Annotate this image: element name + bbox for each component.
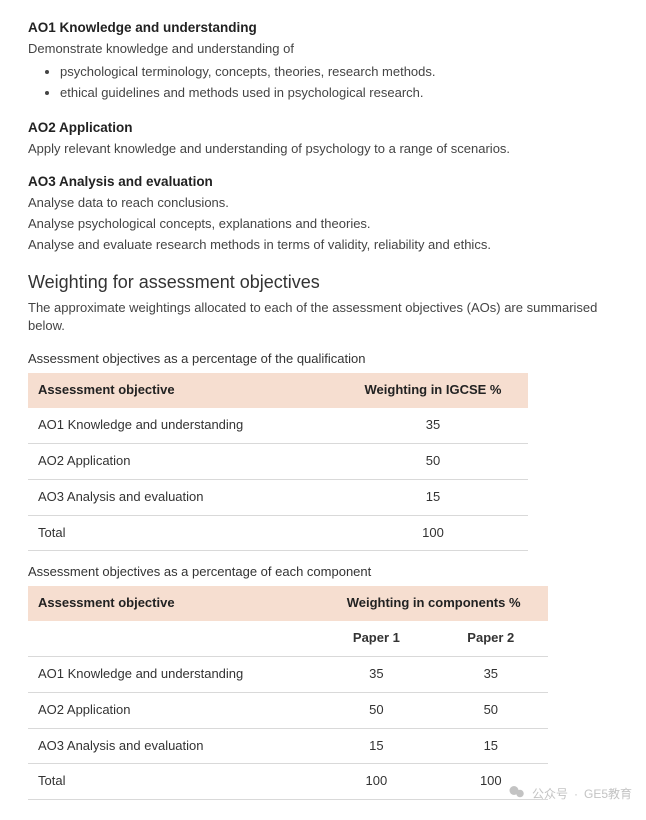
paper1-value: 35 bbox=[319, 656, 433, 692]
total-label: Total bbox=[28, 515, 338, 551]
table1-title: Assessment objectives as a percentage of… bbox=[28, 350, 618, 369]
ao1-section: AO1 Knowledge and understanding Demonstr… bbox=[28, 18, 618, 104]
watermark-sep: · bbox=[574, 786, 578, 803]
ao-label: AO2 Application bbox=[28, 692, 319, 728]
ao3-title: AO3 Analysis and evaluation bbox=[28, 172, 618, 192]
table-row: AO3 Analysis and evaluation 15 bbox=[28, 479, 528, 515]
watermark-name: GE5教育 bbox=[584, 786, 632, 803]
paper1-value: 50 bbox=[319, 692, 433, 728]
ao-label: AO3 Analysis and evaluation bbox=[28, 728, 319, 764]
table1-col2: Weighting in IGCSE % bbox=[338, 373, 528, 408]
empty-cell bbox=[28, 621, 319, 656]
qualification-table: Assessment objective Weighting in IGCSE … bbox=[28, 373, 528, 551]
paper2-value: 15 bbox=[434, 728, 548, 764]
ao1-title: AO1 Knowledge and understanding bbox=[28, 18, 618, 38]
ao3-section: AO3 Analysis and evaluation Analyse data… bbox=[28, 172, 618, 254]
total-paper2: 100 bbox=[434, 764, 548, 800]
ao1-lead: Demonstrate knowledge and understanding … bbox=[28, 40, 618, 59]
table-row: AO1 Knowledge and understanding 35 bbox=[28, 408, 528, 443]
ao1-bullet: ethical guidelines and methods used in p… bbox=[60, 83, 618, 104]
ao-value: 50 bbox=[338, 443, 528, 479]
ao2-section: AO2 Application Apply relevant knowledge… bbox=[28, 118, 618, 158]
table-row: AO3 Analysis and evaluation 15 15 bbox=[28, 728, 548, 764]
ao-label: AO2 Application bbox=[28, 443, 338, 479]
table-header-row: Assessment objective Weighting in compon… bbox=[28, 586, 548, 621]
paper1-header: Paper 1 bbox=[319, 621, 433, 656]
ao1-bullets: psychological terminology, concepts, the… bbox=[28, 62, 618, 104]
ao3-line: Analyse psychological concepts, explanat… bbox=[28, 215, 618, 234]
table-total-row: Total 100 100 bbox=[28, 764, 548, 800]
ao1-bullet: psychological terminology, concepts, the… bbox=[60, 62, 618, 83]
total-value: 100 bbox=[338, 515, 528, 551]
table-total-row: Total 100 bbox=[28, 515, 528, 551]
ao-value: 15 bbox=[338, 479, 528, 515]
ao-label: AO3 Analysis and evaluation bbox=[28, 479, 338, 515]
ao2-title: AO2 Application bbox=[28, 118, 618, 138]
table-header-row: Assessment objective Weighting in IGCSE … bbox=[28, 373, 528, 408]
total-paper1: 100 bbox=[319, 764, 433, 800]
paper1-value: 15 bbox=[319, 728, 433, 764]
paper2-value: 35 bbox=[434, 656, 548, 692]
table-subheader-row: Paper 1 Paper 2 bbox=[28, 621, 548, 656]
weighting-intro: The approximate weightings allocated to … bbox=[28, 299, 618, 337]
ao3-line: Analyse data to reach conclusions. bbox=[28, 194, 618, 213]
paper2-header: Paper 2 bbox=[434, 621, 548, 656]
ao-label: AO1 Knowledge and understanding bbox=[28, 408, 338, 443]
table-row: AO2 Application 50 bbox=[28, 443, 528, 479]
table2-col1: Assessment objective bbox=[28, 586, 319, 621]
ao3-line: Analyse and evaluate research methods in… bbox=[28, 236, 618, 255]
paper2-value: 50 bbox=[434, 692, 548, 728]
table2-title: Assessment objectives as a percentage of… bbox=[28, 563, 618, 582]
weighting-heading: Weighting for assessment objectives bbox=[28, 269, 618, 295]
ao2-line: Apply relevant knowledge and understandi… bbox=[28, 140, 618, 159]
table-row: AO2 Application 50 50 bbox=[28, 692, 548, 728]
ao-value: 35 bbox=[338, 408, 528, 443]
table-row: AO1 Knowledge and understanding 35 35 bbox=[28, 656, 548, 692]
total-label: Total bbox=[28, 764, 319, 800]
table2-col2: Weighting in components % bbox=[319, 586, 548, 621]
component-table: Assessment objective Weighting in compon… bbox=[28, 586, 548, 800]
table1-col1: Assessment objective bbox=[28, 373, 338, 408]
weighting-section: Weighting for assessment objectives The … bbox=[28, 269, 618, 337]
ao-label: AO1 Knowledge and understanding bbox=[28, 656, 319, 692]
